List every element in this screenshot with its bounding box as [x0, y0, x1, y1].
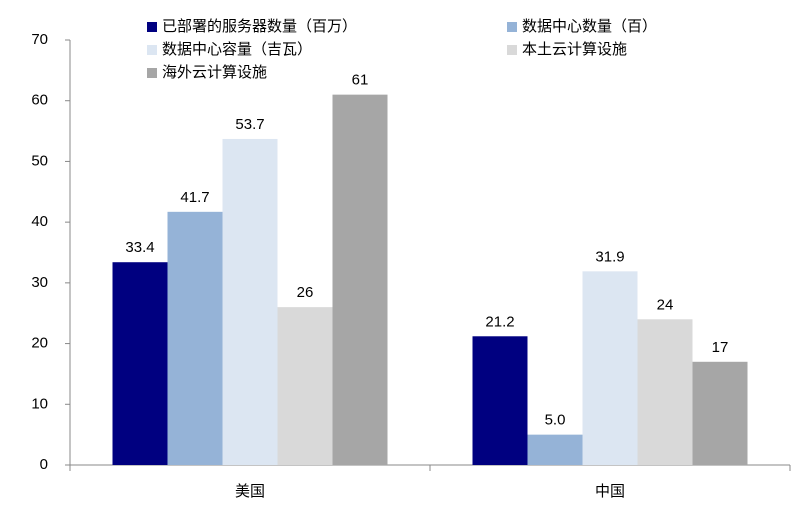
legend-swatch: [147, 22, 157, 32]
bar: [637, 319, 693, 465]
bar: [167, 211, 223, 465]
value-label: 61: [352, 72, 369, 89]
legend-swatch: [507, 45, 517, 55]
bar: [582, 271, 638, 465]
value-label: 33.4: [125, 239, 154, 256]
legend-swatch: [147, 45, 157, 55]
y-tick-label: 10: [31, 395, 48, 412]
value-label: 17: [712, 339, 729, 356]
y-tick-label: 40: [31, 213, 48, 230]
legend-label: 数据中心容量（吉瓦）: [162, 41, 312, 58]
value-label: 21.2: [485, 313, 514, 330]
x-tick-label: 美国: [235, 483, 265, 500]
bar: [527, 434, 583, 465]
legend-label: 本土云计算设施: [522, 40, 627, 58]
y-tick-label: 20: [31, 335, 48, 352]
value-label: 5.0: [545, 412, 566, 429]
y-tick-label: 70: [31, 31, 48, 48]
legend-label: 数据中心数量（百）: [522, 18, 657, 35]
value-label: 53.7: [235, 116, 264, 133]
legend-swatch: [147, 68, 157, 78]
y-tick-label: 30: [31, 274, 48, 291]
bar: [112, 262, 168, 465]
legend-swatch: [507, 22, 517, 32]
y-tick-label: 0: [40, 456, 48, 473]
bar: [472, 336, 528, 465]
bar: [332, 94, 388, 466]
bar: [692, 361, 748, 465]
x-tick-label: 中国: [595, 483, 625, 500]
legend-label: 海外云计算设施: [162, 63, 267, 81]
y-tick-label: 60: [31, 92, 48, 109]
bar: [222, 138, 278, 465]
y-tick-label: 50: [31, 152, 48, 169]
bar: [277, 307, 333, 465]
value-label: 41.7: [180, 189, 209, 206]
value-label: 26: [297, 284, 314, 301]
legend-label: 已部署的服务器数量（百万）: [162, 18, 357, 35]
value-label: 24: [657, 296, 674, 313]
value-label: 31.9: [595, 248, 624, 265]
